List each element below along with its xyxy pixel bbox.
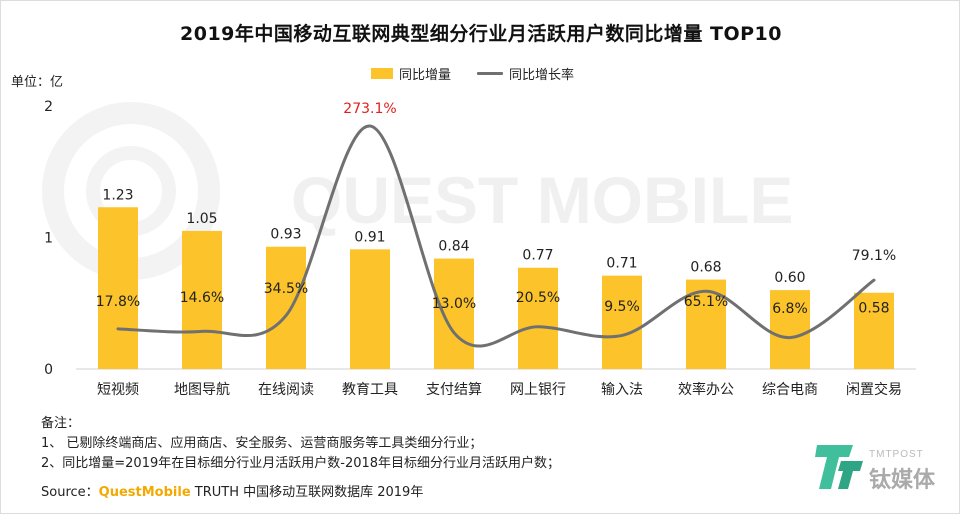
bar-value-label: 0.58 xyxy=(858,301,889,317)
bar-value-label: 0.68 xyxy=(690,260,721,276)
notes-item-2: 2、同比增量=2019年在目标细分行业月活跃用户数-2018年目标细分行业月活跃… xyxy=(41,456,561,471)
watermark-text: QUEST MOBILE xyxy=(291,163,793,237)
line-layer xyxy=(116,124,876,348)
bar-value-label: 1.23 xyxy=(102,187,133,203)
y-tick-label: 2 xyxy=(44,99,53,115)
legend: 同比增量 同比增长率 xyxy=(371,64,600,83)
x-tick-label: 教育工具 xyxy=(342,382,398,398)
line-value-label: 79.1% xyxy=(852,248,896,264)
bar xyxy=(770,290,810,369)
notes-item-1: 1、 已剔除终端商店、应用商店、安全服务、运营商服务等工具类细分行业； xyxy=(41,436,483,451)
logo-text: 钛媒体 xyxy=(869,467,936,493)
logo-subtext: TMTPOST xyxy=(869,449,924,460)
bar-value-label: 0.77 xyxy=(522,248,553,264)
legend-swatch-line xyxy=(477,71,504,75)
notes: 备注： 1、 已剔除终端商店、应用商店、安全服务、运营商服务等工具类细分行业； … xyxy=(41,414,560,474)
bar-value-label: 0.93 xyxy=(270,227,301,243)
chart-area: QUEST MOBILE 0 1 2 短视频 1.23 地图导航 1.05 在线阅读 0.93… xyxy=(42,99,916,398)
source-suffix: TRUTH 中国移动互联网数据库 2019年 xyxy=(190,485,424,500)
y-tick-label: 0 xyxy=(44,362,53,378)
bar-value-label: 0.71 xyxy=(606,256,637,272)
line-value-label: 20.5% xyxy=(516,290,560,306)
line-value-label: 14.6% xyxy=(180,290,224,306)
watermark: QUEST MOBILE xyxy=(42,102,793,280)
labels-layer: 短视频 1.23 地图导航 1.05 在线阅读 0.93 教育工具 0.91 支付结算 0.84 网… xyxy=(96,101,902,398)
bar xyxy=(854,292,894,369)
x-tick-label: 支付结算 xyxy=(426,382,482,398)
x-tick-label: 效率办公 xyxy=(678,381,734,398)
x-tick-label: 综合电商 xyxy=(762,382,818,398)
legend-label-line: 同比增长率 xyxy=(509,67,575,83)
x-tick-label: 短视频 xyxy=(97,382,139,398)
chart-title: 2019年中国移动互联网典型细分行业月活跃用户数同比增量 TOP10 xyxy=(180,23,782,45)
legend-item-line: 同比增长率 xyxy=(477,64,574,83)
bar xyxy=(518,267,558,369)
legend-label-bar: 同比增量 xyxy=(399,67,452,83)
tmtpost-logo: TMTPOST 钛媒体 xyxy=(815,445,936,493)
growth-rate-line xyxy=(116,124,876,348)
bars-layer xyxy=(98,207,894,369)
x-tick-label: 在线阅读 xyxy=(258,381,314,398)
x-tick-label: 输入法 xyxy=(601,382,643,398)
bar xyxy=(98,207,138,369)
bar-value-label: 0.60 xyxy=(774,270,805,286)
logo-mark-t2 xyxy=(838,461,863,489)
bar xyxy=(434,258,474,369)
x-tick-label: 网上银行 xyxy=(510,382,566,398)
line-value-label: 9.5% xyxy=(604,299,640,315)
bar-value-label: 0.84 xyxy=(438,239,469,255)
x-tick-label: 地图导航 xyxy=(174,382,230,398)
bar-value-label: 0.91 xyxy=(354,229,385,245)
bar-value-label: 1.05 xyxy=(186,211,217,227)
line-value-label: 273.1% xyxy=(343,101,396,117)
bar xyxy=(266,246,306,369)
legend-item-bar: 同比增量 xyxy=(371,64,451,83)
source-prefix: Source： xyxy=(41,485,99,500)
y-tick-label: 1 xyxy=(44,231,53,247)
line-value-label: 13.0% xyxy=(432,296,476,312)
bar xyxy=(602,275,642,369)
source: Source：QuestMobile TRUTH 中国移动互联网数据库 2019… xyxy=(41,481,423,500)
line-value-label: 6.8% xyxy=(772,301,808,317)
source-brand: QuestMobile xyxy=(98,485,191,500)
line-value-label: 65.1% xyxy=(684,294,728,310)
legend-swatch-bar xyxy=(371,67,393,79)
bar xyxy=(182,230,222,369)
x-tick-label: 闲置交易 xyxy=(846,381,902,398)
unit-label: 单位：亿 xyxy=(11,75,64,90)
line-value-label: 34.5% xyxy=(264,281,308,297)
notes-heading: 备注： xyxy=(41,416,81,431)
line-value-label: 17.8% xyxy=(96,294,140,310)
logo-mark-t1 xyxy=(815,445,853,489)
bar xyxy=(350,249,390,369)
